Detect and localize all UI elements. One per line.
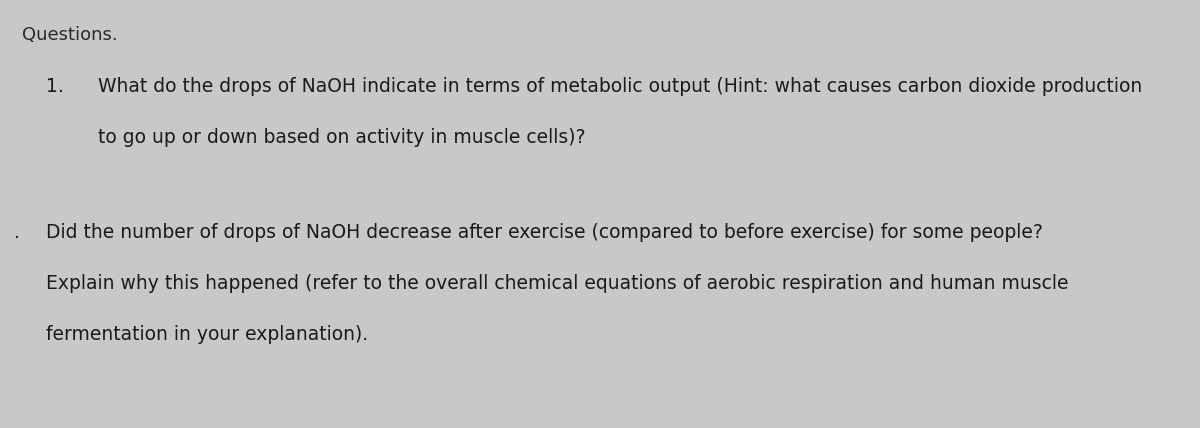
Text: to go up or down based on activity in muscle cells)?: to go up or down based on activity in mu… (98, 128, 586, 147)
Text: What do the drops of NaOH indicate in terms of metabolic output (Hint: what caus: What do the drops of NaOH indicate in te… (98, 77, 1142, 96)
Text: fermentation in your explanation).: fermentation in your explanation). (46, 325, 367, 344)
Text: Questions.: Questions. (22, 26, 118, 44)
Text: Explain why this happened (refer to the overall chemical equations of aerobic re: Explain why this happened (refer to the … (46, 274, 1068, 293)
Text: .: . (14, 223, 20, 241)
Text: Did the number of drops of NaOH decrease after exercise (compared to before exer: Did the number of drops of NaOH decrease… (46, 223, 1043, 241)
Text: 1.: 1. (46, 77, 64, 96)
